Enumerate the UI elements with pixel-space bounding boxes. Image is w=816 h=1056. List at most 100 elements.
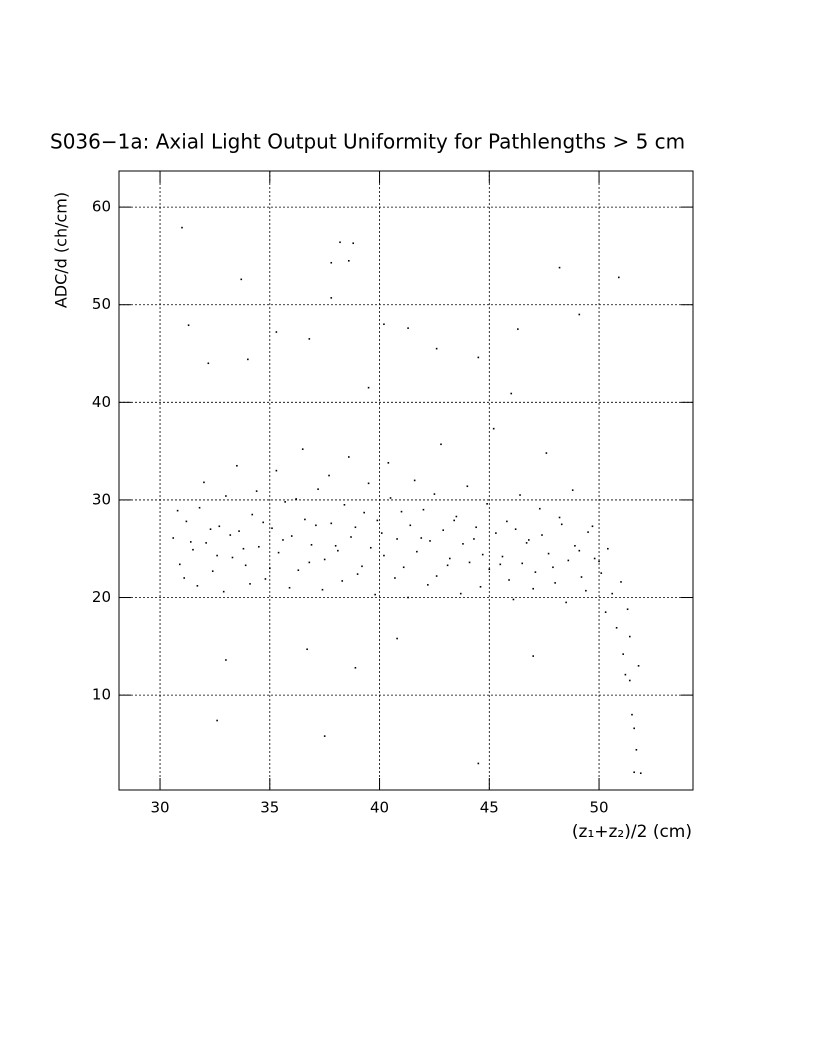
point [297, 569, 300, 571]
point [367, 482, 370, 485]
point [304, 518, 306, 521]
point [574, 544, 576, 547]
point [468, 561, 471, 564]
point [637, 665, 640, 667]
point [396, 637, 398, 640]
point [571, 489, 574, 491]
x-tick-label: 40 [370, 799, 389, 817]
point [538, 507, 541, 510]
point [475, 526, 477, 529]
point [413, 479, 416, 482]
point [282, 539, 284, 541]
point [446, 564, 449, 567]
point [306, 648, 308, 651]
point [466, 485, 469, 488]
point [618, 276, 620, 279]
point [328, 474, 330, 477]
point [374, 593, 376, 596]
point [352, 242, 355, 245]
point [512, 598, 515, 601]
point [216, 719, 218, 722]
point [448, 557, 451, 560]
point [587, 531, 589, 533]
point [301, 448, 304, 450]
y-tick-label: 50 [92, 295, 111, 313]
point [295, 498, 297, 500]
point [225, 495, 227, 497]
point [607, 547, 609, 550]
y-tick-label: 40 [92, 393, 111, 411]
point [308, 561, 311, 564]
point [222, 590, 225, 593]
point [580, 576, 583, 578]
point [240, 278, 243, 281]
point [400, 510, 403, 513]
point [481, 553, 484, 556]
point [626, 608, 629, 611]
point [473, 538, 475, 540]
point [249, 583, 251, 585]
point [339, 241, 341, 244]
point [528, 539, 530, 541]
point [633, 771, 635, 774]
point [284, 501, 286, 503]
point [387, 462, 390, 464]
point [409, 524, 412, 527]
point [565, 601, 567, 604]
point [407, 596, 409, 599]
point [508, 579, 510, 581]
point [330, 297, 333, 299]
point [552, 566, 554, 569]
point [187, 324, 190, 327]
point [455, 515, 458, 518]
point [635, 748, 638, 751]
point [229, 534, 232, 536]
point [492, 427, 495, 430]
x-tick-label: 45 [480, 799, 499, 817]
point [402, 566, 405, 569]
point [209, 528, 212, 531]
point [196, 585, 199, 587]
point [321, 588, 324, 591]
point [433, 493, 436, 495]
point [514, 528, 517, 531]
point [225, 659, 227, 661]
point [308, 338, 311, 340]
point [622, 653, 624, 655]
point [216, 554, 218, 557]
point [367, 386, 370, 389]
point [363, 511, 365, 514]
point [477, 356, 480, 359]
point [506, 520, 508, 523]
y-tick-label: 10 [92, 686, 111, 704]
point [442, 529, 445, 531]
point [479, 585, 482, 588]
point [585, 589, 587, 592]
point [310, 544, 313, 546]
y-axis-label: ADC/d (ch/cm) [52, 192, 71, 308]
point [521, 562, 524, 565]
point [383, 554, 385, 557]
point [488, 568, 491, 571]
point [628, 635, 631, 638]
point [501, 555, 504, 558]
point [361, 565, 363, 568]
point [486, 503, 488, 505]
point [591, 525, 594, 528]
chart-title: S036−1a: Axial Light Output Uniformity f… [50, 130, 685, 154]
point [317, 488, 319, 490]
point [172, 537, 175, 539]
point [560, 523, 563, 526]
point [192, 548, 194, 551]
point [218, 525, 221, 528]
point [396, 538, 398, 540]
point [420, 537, 423, 539]
point [578, 313, 581, 316]
point [633, 727, 635, 730]
point [380, 532, 383, 534]
point [600, 572, 603, 574]
point [330, 522, 333, 525]
point [236, 464, 238, 467]
point [238, 530, 240, 532]
